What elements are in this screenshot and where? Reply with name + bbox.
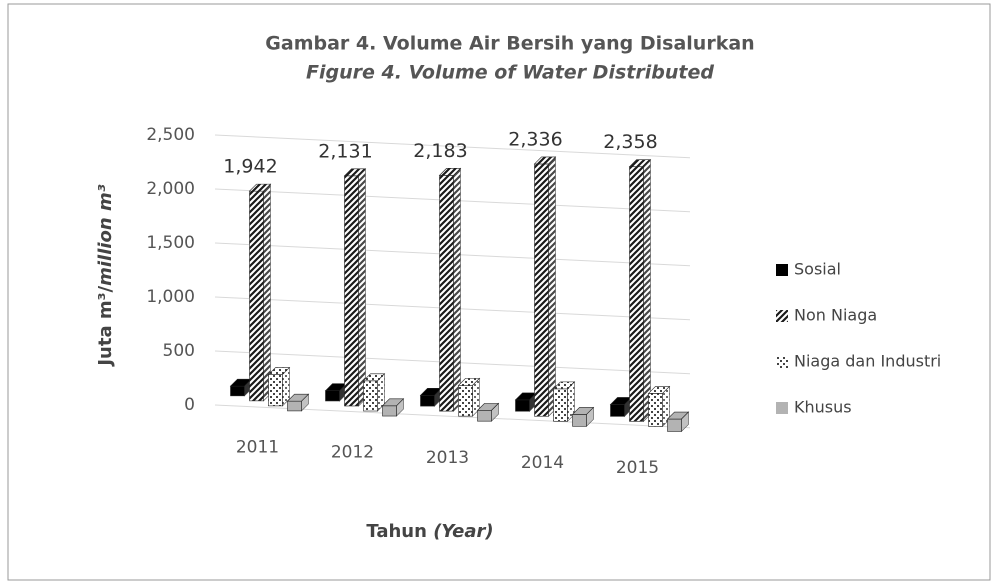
bar: [229, 378, 253, 397]
data-label: 2,183: [413, 140, 467, 162]
bar-front: [363, 380, 378, 412]
bar-front: [458, 385, 473, 417]
bar-side: [681, 411, 689, 433]
bar-front: [287, 400, 302, 412]
bar-front: [249, 190, 264, 402]
data-label: 2,336: [508, 128, 562, 150]
bar: [571, 406, 595, 428]
bar: [666, 411, 690, 433]
bar: [286, 393, 310, 412]
bar-side: [453, 167, 461, 412]
bar-side: [263, 183, 271, 402]
bar-front: [382, 405, 397, 417]
bar: [343, 168, 367, 407]
y-tick-label: 0: [184, 395, 195, 415]
bar: [647, 385, 671, 428]
data-label: 1,942: [223, 156, 277, 178]
y-tick-label: 500: [163, 341, 195, 361]
bar-front: [553, 388, 568, 422]
y-tick-label: 2,500: [146, 125, 195, 145]
bar: [381, 398, 405, 417]
bar-side: [586, 406, 594, 428]
bar: [457, 377, 481, 417]
bar-front: [439, 175, 454, 412]
legend-label: Khusus: [794, 398, 852, 417]
bar: [419, 387, 443, 407]
legend-label: Sosial: [794, 260, 841, 279]
y-tick-label: 1,500: [146, 233, 195, 253]
bar: [324, 382, 348, 402]
bar-front: [230, 385, 245, 397]
bar-front: [629, 166, 644, 422]
legend-swatch: [776, 310, 788, 322]
bar-side: [491, 402, 499, 422]
legend-swatch: [776, 402, 788, 414]
bar: [438, 167, 462, 412]
x-label-part: Tahun: [366, 521, 433, 542]
bar-side: [358, 168, 366, 407]
bar-front: [420, 394, 435, 407]
bar-side: [548, 156, 556, 417]
bar-front: [648, 393, 663, 427]
x-tick-label: 2011: [236, 438, 279, 458]
chart-frame: [7, 3, 991, 581]
y-label-part: Juta m³/: [95, 285, 116, 367]
legend-swatch: [776, 356, 788, 368]
bar-front: [515, 399, 530, 412]
bar: [267, 366, 291, 407]
bar: [362, 373, 386, 412]
legend-label: Niaga dan Industri: [794, 352, 941, 371]
bar-front: [325, 390, 340, 402]
bar: [514, 392, 538, 412]
bar: [533, 156, 557, 417]
x-label-part: (Year): [433, 521, 493, 542]
y-tick-label: 2,000: [146, 179, 195, 199]
bar-front: [667, 418, 682, 432]
x-tick-label: 2014: [521, 453, 564, 473]
data-label: 2,131: [318, 140, 372, 162]
grid-line: [214, 134, 691, 159]
chart-subtitle: Figure 4. Volume of Water Distributed: [306, 62, 714, 84]
x-tick-label: 2012: [331, 443, 374, 463]
bar-front: [344, 175, 359, 407]
y-tick-label: 1,000: [146, 287, 195, 307]
bar-front: [534, 163, 549, 417]
bar: [476, 402, 500, 422]
bar-front: [610, 404, 625, 417]
y-axis-label: Juta m³/million m³: [95, 184, 116, 367]
bar-side: [643, 158, 651, 423]
data-label: 2,358: [603, 131, 657, 153]
bar-side: [396, 398, 404, 417]
bar-front: [268, 374, 283, 407]
x-axis-label: Tahun (Year): [366, 521, 493, 542]
bar-front: [477, 410, 492, 422]
bar: [552, 381, 576, 423]
bar-side: [301, 393, 309, 412]
x-tick-label: 2015: [616, 458, 659, 478]
legend-label: Non Niaga: [794, 306, 877, 325]
bar: [609, 396, 633, 418]
legend-swatch: [776, 264, 788, 276]
y-label-part: million m³: [95, 184, 116, 286]
bar: [628, 158, 652, 423]
x-tick-label: 2013: [426, 448, 469, 468]
chart-title: Gambar 4. Volume Air Bersih yang Disalur…: [265, 33, 754, 55]
bar-front: [572, 414, 587, 427]
bar: [248, 183, 272, 402]
